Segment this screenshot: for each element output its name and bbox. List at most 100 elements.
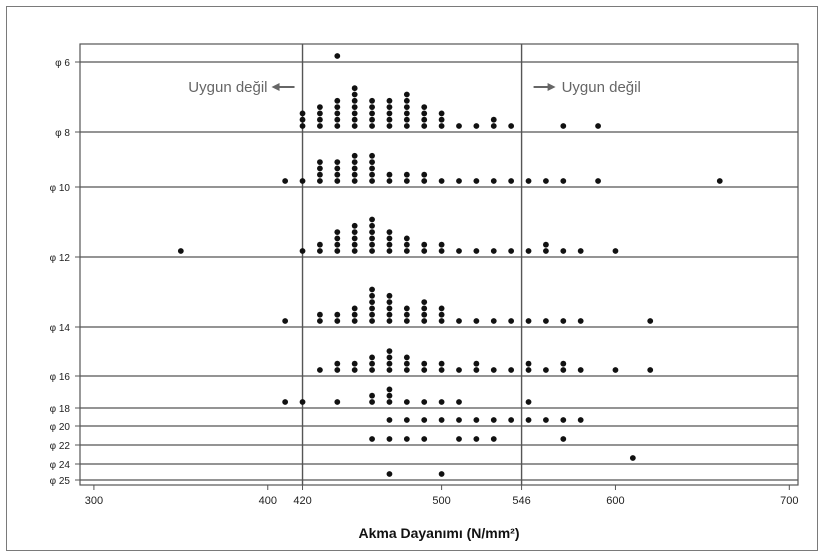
data-point bbox=[525, 360, 532, 367]
data-point bbox=[647, 318, 654, 324]
x-tick-label: 300 bbox=[85, 495, 103, 507]
data-point bbox=[317, 165, 323, 172]
data-point bbox=[543, 367, 549, 373]
data-point bbox=[334, 229, 341, 236]
data-point bbox=[351, 152, 358, 159]
data-point bbox=[369, 311, 375, 318]
data-point bbox=[473, 178, 480, 184]
data-point bbox=[473, 436, 480, 442]
data-point bbox=[421, 299, 428, 305]
data-point bbox=[386, 229, 393, 236]
data-point bbox=[560, 367, 567, 373]
data-point bbox=[334, 53, 341, 59]
data-point bbox=[369, 399, 375, 405]
data-point bbox=[560, 123, 567, 129]
row-label: φ 6 bbox=[55, 58, 70, 69]
data-point bbox=[508, 318, 515, 324]
data-point bbox=[334, 241, 341, 248]
data-point bbox=[595, 123, 601, 129]
data-point bbox=[508, 248, 515, 254]
data-point bbox=[403, 354, 410, 361]
data-point bbox=[351, 360, 358, 367]
data-point bbox=[386, 360, 393, 367]
data-point bbox=[369, 152, 375, 159]
data-point bbox=[351, 248, 358, 254]
data-point bbox=[421, 116, 428, 123]
data-point bbox=[317, 104, 323, 110]
data-point bbox=[369, 299, 375, 305]
data-point bbox=[386, 248, 393, 254]
data-point bbox=[351, 165, 358, 172]
row-label: φ 24 bbox=[50, 460, 71, 471]
data-point bbox=[473, 123, 480, 129]
data-point bbox=[386, 311, 393, 318]
annotation-left-arrow-head bbox=[271, 83, 280, 91]
data-point bbox=[334, 97, 341, 104]
data-point bbox=[351, 171, 358, 178]
data-point bbox=[334, 311, 341, 318]
data-point bbox=[369, 305, 375, 312]
data-point bbox=[438, 305, 445, 312]
data-point bbox=[403, 367, 410, 373]
data-point bbox=[438, 471, 445, 477]
data-point bbox=[421, 241, 428, 248]
data-point bbox=[351, 91, 358, 98]
data-point bbox=[543, 248, 549, 254]
data-point bbox=[525, 367, 532, 373]
data-point bbox=[421, 248, 428, 254]
data-point bbox=[612, 248, 619, 254]
data-point bbox=[351, 235, 358, 242]
row-label: φ 22 bbox=[50, 441, 71, 452]
data-point bbox=[577, 367, 584, 373]
data-point bbox=[386, 417, 393, 423]
data-point bbox=[525, 399, 532, 405]
data-point bbox=[438, 417, 445, 423]
data-point bbox=[351, 229, 358, 236]
data-point bbox=[456, 318, 462, 324]
data-point bbox=[403, 241, 410, 248]
data-point bbox=[386, 97, 393, 104]
data-point bbox=[543, 318, 549, 324]
data-point bbox=[716, 178, 723, 184]
data-point bbox=[560, 417, 567, 423]
data-point bbox=[386, 110, 393, 117]
data-point bbox=[421, 104, 428, 110]
x-tick-label: 500 bbox=[432, 495, 450, 507]
data-point bbox=[317, 110, 323, 117]
data-point bbox=[386, 354, 393, 361]
data-point bbox=[438, 399, 445, 405]
data-point bbox=[525, 318, 532, 324]
data-point bbox=[317, 311, 323, 318]
data-point bbox=[612, 367, 619, 373]
data-point bbox=[299, 116, 306, 123]
data-point bbox=[560, 318, 567, 324]
data-point bbox=[438, 123, 445, 129]
data-point bbox=[386, 104, 393, 110]
data-point bbox=[334, 123, 341, 129]
data-point bbox=[525, 178, 532, 184]
data-point bbox=[560, 178, 567, 184]
data-point bbox=[577, 248, 584, 254]
x-tick-label: 700 bbox=[780, 495, 798, 507]
data-point bbox=[334, 116, 341, 123]
data-point bbox=[490, 178, 497, 184]
data-point bbox=[508, 123, 515, 129]
data-point bbox=[490, 417, 497, 423]
x-tick-label: 420 bbox=[293, 495, 311, 507]
data-point bbox=[456, 367, 462, 373]
data-point bbox=[334, 104, 341, 110]
data-point bbox=[386, 299, 393, 305]
data-point bbox=[421, 311, 428, 318]
data-point bbox=[317, 178, 323, 184]
data-point bbox=[421, 110, 428, 117]
data-point bbox=[299, 178, 306, 184]
data-point bbox=[386, 123, 393, 129]
data-point bbox=[421, 305, 428, 312]
plot-area bbox=[79, 43, 799, 486]
data-point bbox=[334, 367, 341, 373]
data-point bbox=[403, 305, 410, 312]
data-point bbox=[403, 97, 410, 104]
data-point bbox=[421, 436, 428, 442]
data-point bbox=[403, 116, 410, 123]
